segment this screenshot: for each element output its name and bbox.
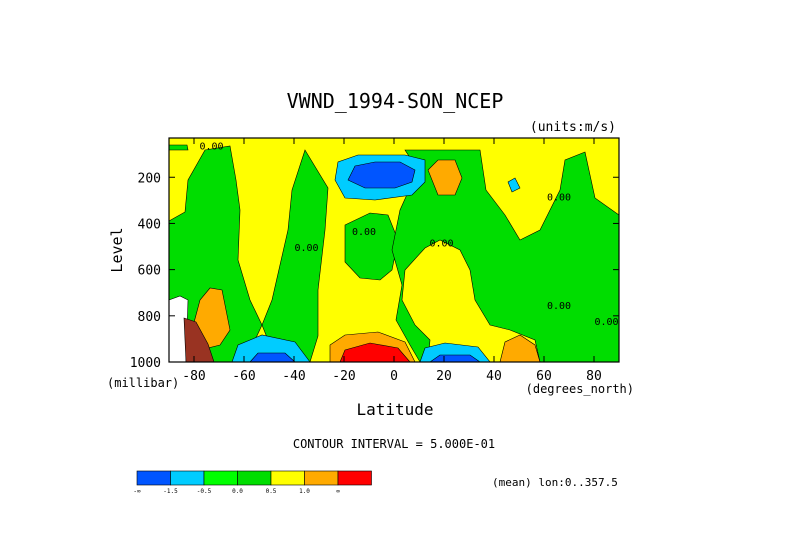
legend-label: ∞	[336, 488, 340, 495]
contour-region	[507, 177, 521, 193]
y-tick-label: 400	[138, 217, 161, 232]
legend-label: -∞	[133, 488, 141, 495]
x-tick-label: 40	[486, 369, 502, 384]
contour-label: 0.00	[352, 227, 376, 238]
contour-label: 0.00	[547, 301, 571, 312]
y-axis-label: Level	[108, 227, 126, 272]
x-tick-label: -20	[332, 369, 355, 384]
plot-area: 0.00 0.00 0.00 0.00 0.00 0.00 0.00	[168, 137, 620, 363]
y-tick-label: 200	[138, 171, 161, 186]
mean-note: (mean) lon:0..357.5	[492, 476, 618, 489]
y-tick-label: 800	[138, 310, 161, 325]
contour-label: 0.00	[594, 317, 618, 328]
contour-labels: 0.00 0.00 0.00 0.00 0.00 0.00 0.00	[199, 142, 618, 329]
x-tick-label: 0	[390, 369, 398, 384]
legend-label: 0.0	[232, 488, 243, 495]
contour-label: 0.00	[294, 243, 318, 254]
x-tick-label: 80	[586, 369, 602, 384]
legend-label: -0.5	[197, 488, 212, 495]
x-tick-label: 20	[436, 369, 452, 384]
legend-swatch	[304, 470, 339, 486]
contour-region	[427, 159, 463, 196]
y-tick-label: 600	[138, 264, 161, 279]
contour-label: 0.00	[547, 192, 571, 203]
legend-label: -1.5	[163, 488, 178, 495]
contour-interval-note: CONTOUR INTERVAL = 5.000E-01	[293, 437, 495, 451]
contour-fill-regions	[168, 144, 620, 363]
legend-label: 1.0	[299, 488, 310, 495]
legend-swatch	[170, 470, 205, 486]
contour-region	[168, 144, 189, 151]
x-tick-label: -60	[232, 369, 255, 384]
legend-swatch	[237, 470, 272, 486]
y-tick-label: 1000	[130, 356, 161, 371]
legend-swatch	[136, 470, 171, 486]
x-unit-label: (degrees_north)	[526, 382, 634, 396]
x-tick-label: 60	[536, 369, 552, 384]
contour-label: 0.00	[429, 239, 453, 250]
y-axis: 200 400 600 800 1000	[130, 171, 619, 371]
x-axis-label: Latitude	[356, 400, 433, 419]
legend-swatch	[270, 470, 305, 486]
contour-label: 0.00	[199, 142, 223, 153]
x-tick-label: -80	[182, 369, 205, 384]
contour-region	[347, 161, 416, 189]
legend-swatch	[203, 470, 238, 486]
legend-label: 0.5	[266, 488, 277, 495]
chart-title: VWND_1994-SON_NCEP	[287, 89, 504, 113]
contour-region	[344, 212, 399, 281]
x-tick-label: -40	[282, 369, 305, 384]
y-unit-label: (millibar)	[107, 376, 179, 390]
contour-region	[183, 317, 215, 363]
units-note: (units:m/s)	[530, 120, 616, 135]
color-legend: -∞ -1.5 -0.5 0.0 0.5 1.0 ∞	[133, 470, 372, 495]
contour-region	[391, 149, 620, 363]
x-axis: -80 -60 -40 -20 0 20 40 60 80	[182, 138, 602, 384]
legend-swatch	[337, 470, 372, 486]
